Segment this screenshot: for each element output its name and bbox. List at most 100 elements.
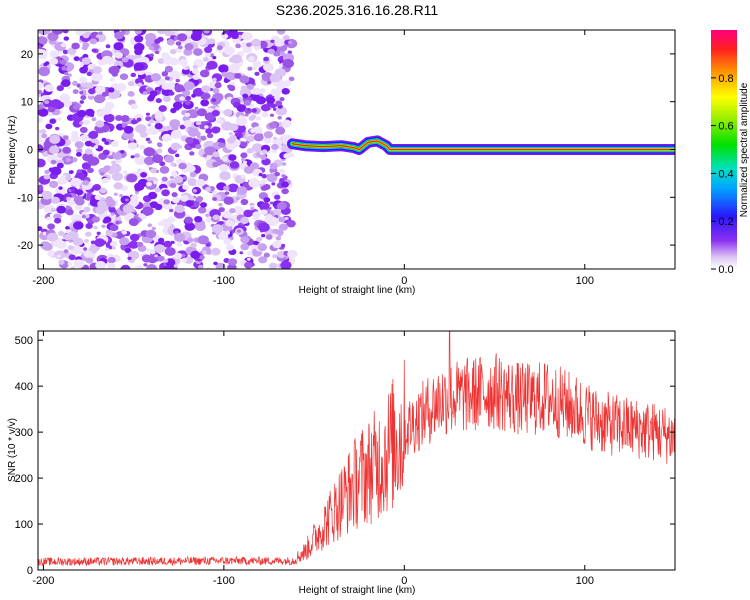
noise-blob <box>189 151 195 156</box>
noise-blob <box>92 66 102 74</box>
noise-blob <box>227 183 239 193</box>
noise-blob <box>166 39 175 46</box>
spectrogram-y-tick-label: 0 <box>27 145 33 157</box>
noise-blob <box>140 132 148 138</box>
noise-blob <box>62 146 72 154</box>
noise-blob <box>129 233 140 242</box>
noise-blob <box>118 220 123 224</box>
noise-blob <box>146 248 151 253</box>
noise-blob <box>93 145 99 149</box>
noise-blob <box>122 170 128 174</box>
noise-blob <box>135 124 147 134</box>
noise-blob <box>275 236 282 241</box>
noise-blob <box>282 58 295 69</box>
noise-blob <box>263 197 271 203</box>
noise-blob <box>107 262 116 269</box>
noise-blob <box>181 68 190 75</box>
noise-blob <box>246 251 253 256</box>
noise-blob <box>261 104 271 112</box>
spectrogram-x-axis: -200 -100 0 100 <box>32 30 594 287</box>
noise-blob <box>67 73 72 78</box>
noise-blob <box>212 214 220 221</box>
noise-blob <box>168 91 175 96</box>
noise-blob <box>87 167 94 174</box>
noise-blob <box>198 206 207 214</box>
snr-y-tick-label: 300 <box>15 427 33 439</box>
colorbar-label: Normalized spectral amplitude <box>739 82 750 217</box>
noise-blob <box>107 256 116 264</box>
noise-blob <box>81 162 91 170</box>
noise-blob <box>263 252 270 258</box>
noise-blob <box>130 194 139 202</box>
noise-blob <box>62 49 69 55</box>
snr-y-label: SNR (10 * v/v) <box>7 418 18 482</box>
noise-blob <box>156 30 167 35</box>
noise-blob <box>57 230 65 237</box>
spectrogram-y-tick-label: 20 <box>21 49 33 61</box>
noise-blob <box>267 48 275 55</box>
colorbar-tick-label: 0.6 <box>718 121 733 133</box>
noise-blob <box>155 98 162 104</box>
noise-blob <box>200 99 210 107</box>
noise-blob <box>81 214 87 219</box>
noise-blob <box>185 95 192 101</box>
noise-blob <box>38 36 48 45</box>
noise-blob <box>62 99 72 108</box>
noise-blob <box>160 218 172 228</box>
noise-blob <box>88 88 96 95</box>
noise-blob <box>153 180 159 185</box>
noise-blob <box>281 174 286 178</box>
noise-blob <box>91 48 97 53</box>
noise-blob <box>229 208 236 214</box>
noise-blob <box>180 195 189 202</box>
noise-blob <box>281 243 286 248</box>
noise-blob <box>261 149 268 154</box>
noise-blob <box>62 30 69 34</box>
noise-blob <box>191 93 197 98</box>
noise-blob <box>65 226 70 230</box>
noise-blob <box>120 150 125 154</box>
noise-blob <box>222 210 233 219</box>
noise-blob <box>192 68 199 75</box>
noise-blob <box>49 57 59 65</box>
noise-blob <box>170 240 175 244</box>
noise-blob <box>248 56 255 62</box>
noise-blob <box>72 89 79 94</box>
noise-blob <box>46 216 52 221</box>
noise-blob <box>82 180 90 186</box>
noise-blob <box>85 231 92 237</box>
noise-region <box>38 30 298 269</box>
noise-blob <box>158 105 167 112</box>
noise-blob <box>139 144 146 150</box>
noise-blob <box>145 116 152 122</box>
noise-blob <box>101 55 113 65</box>
noise-blob <box>175 41 182 46</box>
noise-blob <box>123 125 134 134</box>
noise-blob <box>49 118 56 124</box>
noise-blob <box>190 250 201 259</box>
noise-blob <box>136 241 144 247</box>
noise-blob <box>252 87 262 95</box>
noise-blob <box>173 175 184 184</box>
noise-blob <box>280 260 292 269</box>
snr-y-tick-label: 400 <box>15 381 33 393</box>
noise-blob <box>110 140 119 148</box>
noise-blob <box>55 240 67 249</box>
noise-blob <box>177 33 188 42</box>
noise-blob <box>79 76 88 84</box>
noise-blob <box>67 47 77 55</box>
noise-blob <box>286 220 296 228</box>
noise-blob <box>142 206 154 216</box>
colorbar-tick-label: 0.8 <box>718 73 733 85</box>
noise-blob <box>109 77 116 82</box>
noise-blob <box>103 113 115 123</box>
noise-blob <box>240 216 250 225</box>
noise-blob <box>71 157 78 163</box>
noise-blob <box>204 52 211 58</box>
noise-blob <box>170 129 182 139</box>
noise-blob <box>126 173 138 183</box>
spectrogram-y-tick-label: 10 <box>21 97 33 109</box>
noise-blob <box>59 59 67 65</box>
noise-blob <box>288 40 293 45</box>
noise-blob <box>44 61 50 66</box>
